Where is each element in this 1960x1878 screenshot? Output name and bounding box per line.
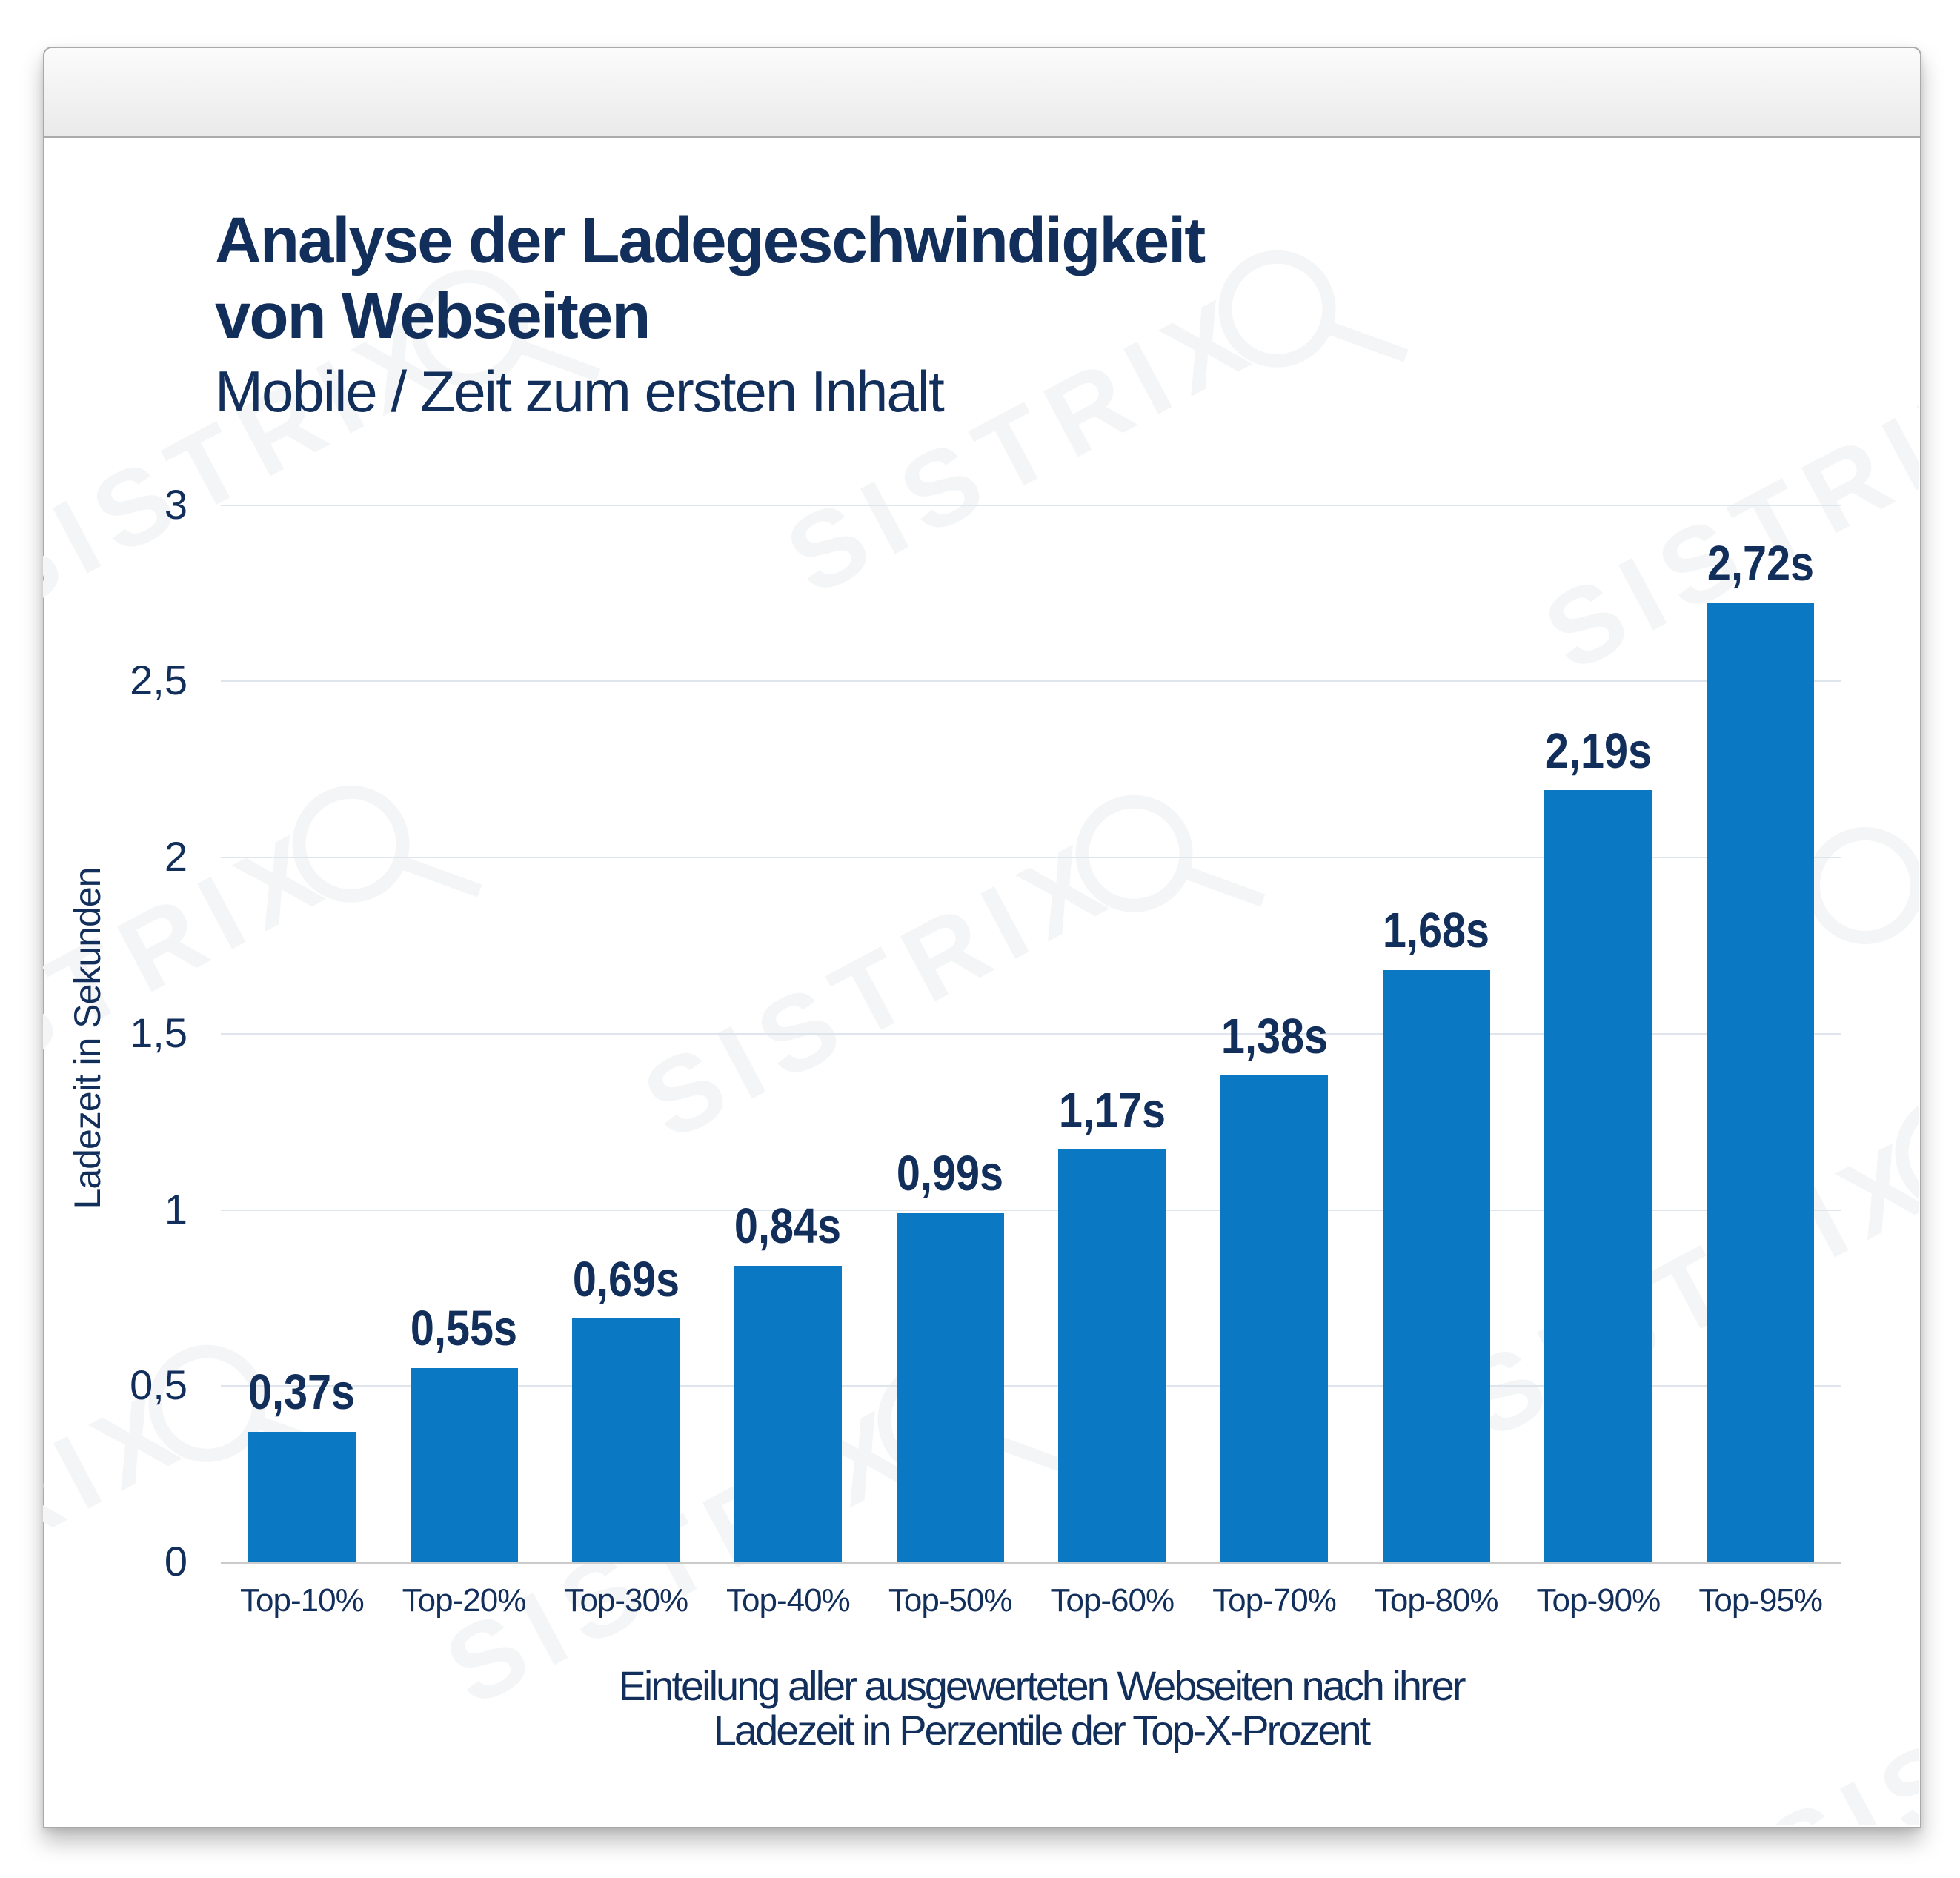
- svg-text:SISTRIX: SISTRIX: [768, 271, 1275, 617]
- svg-text:SISTRIX: SISTRIX: [1444, 1115, 1919, 1461]
